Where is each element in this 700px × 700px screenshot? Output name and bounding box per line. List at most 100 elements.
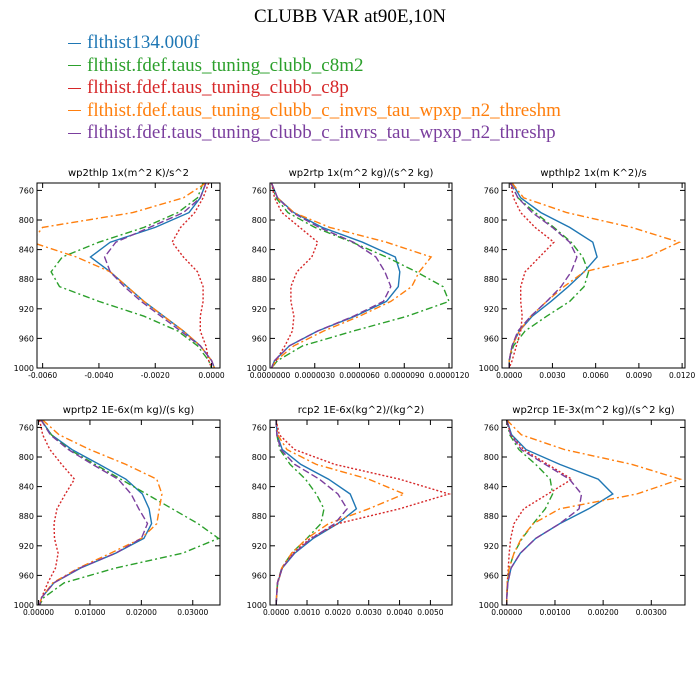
x-tick-label: -0.0040	[84, 371, 113, 380]
series-line	[275, 420, 452, 605]
y-tick-label: 920	[484, 542, 499, 551]
series-line	[275, 420, 348, 605]
y-tick-label: 800	[19, 216, 34, 225]
legend-label: flthist134.000f	[87, 32, 200, 54]
y-tick-label: 800	[484, 216, 499, 225]
x-tick-label: 0.02000	[126, 608, 157, 617]
y-tick-label: 800	[484, 453, 499, 462]
x-tick-label: 0.0000030	[294, 371, 335, 380]
y-tick-label: 1000	[247, 364, 267, 373]
legend: flthist134.000f flthist.fdef.taus_tuning…	[68, 32, 561, 145]
chart-title: wprtp2 1E-6x(m kg)/(s kg)	[63, 405, 195, 416]
chart-title: wp2rcp 1E-3x(m^2 kg)/(s^2 kg)	[512, 405, 675, 416]
series-line	[37, 183, 216, 368]
y-tick-label: 880	[19, 512, 34, 521]
x-tick-label: 0.0000	[263, 608, 289, 617]
y-tick-label: 960	[484, 334, 499, 343]
series-line	[270, 183, 392, 368]
x-tick-label: 0.00200	[588, 608, 619, 617]
y-tick-label: 840	[19, 246, 34, 255]
legend-label: flthist.fdef.taus_tuning_clubb_c8p	[87, 77, 349, 99]
y-tick-label: 920	[252, 305, 267, 314]
y-tick-label: 960	[252, 334, 267, 343]
y-tick-label: 800	[252, 216, 267, 225]
x-tick-label: 0.0040	[386, 608, 412, 617]
y-tick-label: 920	[19, 305, 34, 314]
legend-label: flthist.fdef.taus_tuning_clubb_c8m2	[87, 54, 364, 76]
legend-label: flthist.fdef.taus_tuning_clubb_c_invrs_t…	[87, 99, 561, 121]
legend-label: flthist.fdef.taus_tuning_clubb_c_invrs_t…	[87, 122, 556, 144]
x-tick-label: 0.0000000	[250, 371, 291, 380]
y-tick-label: 1000	[479, 601, 499, 610]
x-tick-label: 0.0020	[325, 608, 351, 617]
series-line	[508, 183, 555, 368]
x-tick-label: 0.0000	[496, 371, 522, 380]
plot-frame	[501, 419, 686, 606]
series-line	[508, 183, 682, 368]
x-tick-label: 0.0030	[539, 371, 565, 380]
series-line	[506, 420, 554, 605]
x-tick-label: 0.0000060	[339, 371, 380, 380]
legend-swatch	[68, 132, 81, 134]
y-tick-label: 880	[252, 512, 267, 521]
series-line	[508, 183, 578, 368]
figure-title: CLUBB VAR at90E,10N	[254, 6, 446, 27]
x-tick-label: 0.00300	[636, 608, 667, 617]
plot-frame	[36, 419, 221, 606]
series-line	[275, 420, 407, 605]
chart-title: wpthlp2 1x(m K^2)/s	[540, 168, 646, 179]
x-tick-label: -0.0020	[141, 371, 170, 380]
y-tick-label: 1000	[14, 364, 34, 373]
x-tick-label: 0.00100	[539, 608, 570, 617]
plot-frame	[36, 182, 221, 369]
y-tick-label: 920	[484, 305, 499, 314]
y-tick-label: 840	[19, 483, 34, 492]
x-tick-label: 0.0050	[417, 608, 443, 617]
x-tick-label: 0.0000120	[429, 371, 470, 380]
y-tick-label: 800	[252, 453, 267, 462]
y-tick-label: 840	[252, 483, 267, 492]
y-tick-label: 800	[19, 453, 34, 462]
legend-swatch	[68, 110, 81, 112]
y-tick-label: 1000	[14, 601, 34, 610]
x-tick-label: 0.01000	[74, 608, 105, 617]
x-tick-label: 0.0000	[198, 371, 224, 380]
chart-panel: wp2rtp 1x(m^2 kg)/(s^2 kg) 760 800 840 880 92…	[247, 168, 470, 380]
x-tick-label: 0.0030	[356, 608, 382, 617]
y-tick-label: 920	[252, 542, 267, 551]
chart-title: wp2thlp 1x(m^2 K)/s^2	[68, 168, 189, 179]
legend-swatch	[68, 87, 81, 89]
series-line	[103, 183, 216, 368]
series-line	[508, 183, 590, 368]
chart-panel: wp2rcp 1E-3x(m^2 kg)/(s^2 kg) 760 800 840 88…	[479, 405, 686, 617]
series-line	[38, 420, 220, 605]
series-line	[275, 420, 325, 605]
x-tick-label: 0.0000090	[384, 371, 425, 380]
series-line	[508, 183, 598, 368]
legend-entry: flthist.fdef.taus_tuning_clubb_c_invrs_t…	[68, 100, 561, 123]
y-tick-label: 880	[19, 275, 34, 284]
chart-title: rcp2 1E-6x(kg^2)/(kg^2)	[298, 405, 425, 416]
series-line	[270, 183, 450, 368]
series-line	[38, 420, 163, 605]
y-tick-label: 960	[19, 334, 34, 343]
legend-entry: flthist.fdef.taus_tuning_clubb_c8p	[68, 77, 561, 100]
y-tick-label: 840	[252, 246, 267, 255]
y-tick-label: 840	[484, 483, 499, 492]
y-tick-label: 880	[484, 512, 499, 521]
y-tick-label: 760	[484, 186, 499, 195]
y-tick-label: 760	[484, 423, 499, 432]
series-line	[38, 420, 76, 605]
series-line	[506, 420, 583, 605]
y-tick-label: 880	[252, 275, 267, 284]
y-tick-label: 840	[484, 246, 499, 255]
series-line	[171, 183, 213, 368]
plot-frame	[501, 182, 686, 369]
series-line	[89, 183, 216, 368]
y-tick-label: 1000	[479, 364, 499, 373]
series-line	[270, 183, 433, 368]
y-tick-label: 960	[19, 571, 34, 580]
series-line	[270, 183, 319, 368]
chart-title: wp2rtp 1x(m^2 kg)/(s^2 kg)	[289, 168, 434, 179]
